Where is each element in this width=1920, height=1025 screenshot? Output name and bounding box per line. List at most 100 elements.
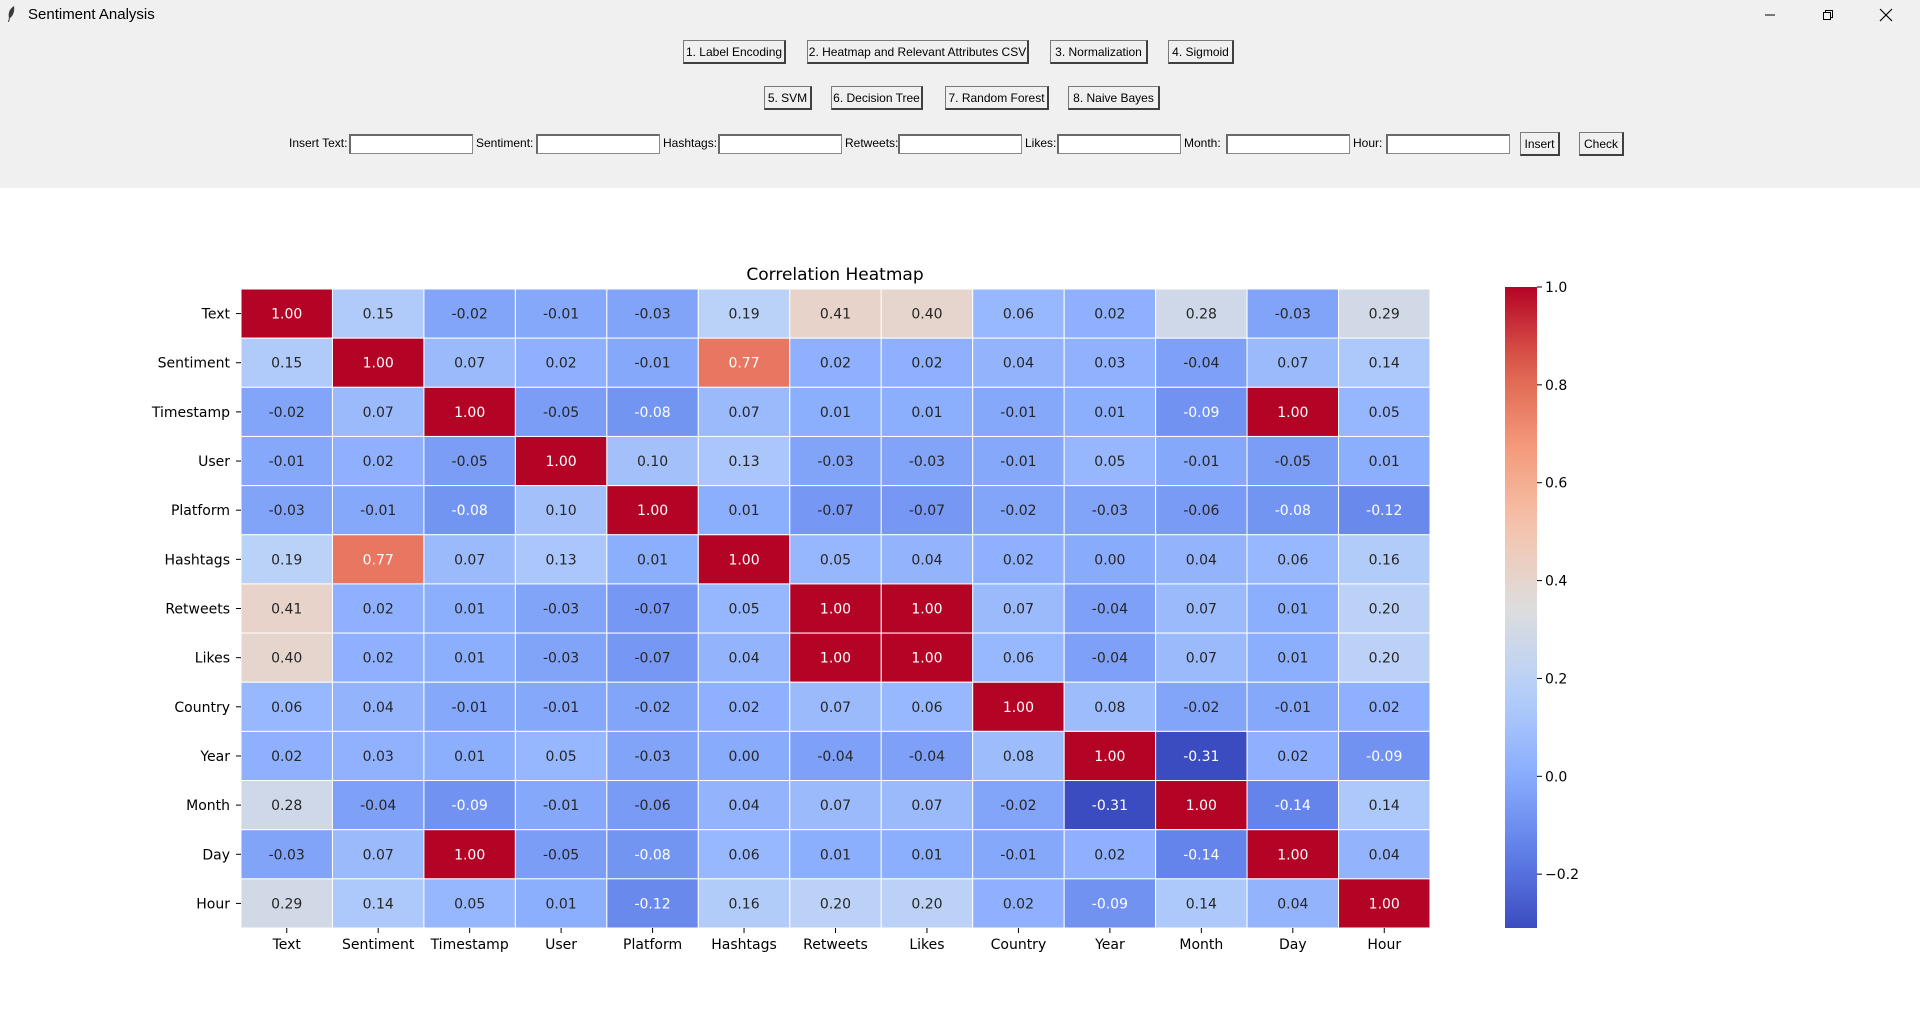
sigmoid-button[interactable]: 4. Sigmoid — [1168, 40, 1234, 64]
decision-tree-button[interactable]: 6. Decision Tree — [831, 86, 923, 110]
cell-value-label: -0.03 — [634, 749, 670, 765]
cell-value-label: 0.05 — [1094, 454, 1125, 470]
heatmap-cell — [606, 435, 699, 487]
heatmap-cell — [1155, 337, 1248, 388]
cell-value-label: 0.06 — [1003, 307, 1034, 323]
cell-value-label: 1.00 — [637, 503, 668, 519]
cell-value-label: -0.05 — [1275, 454, 1311, 470]
heatmap-cell — [1338, 288, 1431, 339]
cell-value-label: -0.01 — [1000, 847, 1036, 863]
cell-value-label: -0.05 — [543, 405, 579, 421]
cell-value-label: 0.02 — [1369, 700, 1400, 716]
heatmap-cell — [423, 829, 516, 880]
heatmap-cell — [514, 730, 608, 782]
heatmap-cell — [972, 288, 1065, 339]
cell-value-label: -0.09 — [1092, 896, 1128, 912]
x-tick-label: Day — [1279, 937, 1307, 953]
cell-value-label: 0.19 — [728, 307, 759, 323]
svm-button[interactable]: 5. SVM — [764, 86, 812, 110]
cell-value-label: 0.14 — [363, 896, 394, 912]
heatmap-cell — [331, 337, 425, 388]
cell-value-label: 0.07 — [1186, 602, 1217, 618]
cell-value-label: 0.00 — [1094, 552, 1125, 568]
naive-bayes-button[interactable]: 8. Naive Bayes — [1068, 86, 1160, 110]
heatmap-cell — [1155, 583, 1248, 634]
cell-value-label: 0.01 — [637, 552, 668, 568]
heatmap-cell — [1338, 337, 1431, 388]
y-tick-label: Timestamp — [151, 405, 230, 421]
heatmap-cell — [789, 829, 882, 880]
cell-value-label: -0.07 — [634, 602, 670, 618]
cell-value-label: -0.14 — [1183, 847, 1219, 863]
cell-value-label: 0.28 — [271, 798, 302, 814]
y-tick-label: Platform — [171, 503, 230, 519]
cell-value-label: -0.01 — [1000, 405, 1036, 421]
cell-value-label: 0.07 — [911, 798, 942, 814]
x-tick-label: Sentiment — [342, 937, 415, 953]
heatmap-cell — [1155, 829, 1248, 880]
restore-button[interactable] — [1800, 0, 1856, 29]
sentiment-input[interactable] — [536, 134, 660, 154]
month-input[interactable] — [1226, 134, 1350, 154]
cell-value-label: 0.10 — [637, 454, 668, 470]
heatmap-cell — [331, 583, 425, 634]
hashtags-label: Hashtags: — [663, 136, 718, 150]
x-tick-label: User — [545, 937, 577, 953]
hour-input[interactable] — [1386, 134, 1510, 154]
cell-value-label: 0.04 — [1277, 896, 1308, 912]
cell-value-label: -0.08 — [634, 405, 670, 421]
retweets-input[interactable] — [898, 134, 1022, 154]
cell-value-label: -0.06 — [634, 798, 670, 814]
heatmap-cell — [1063, 337, 1157, 388]
hashtags-input[interactable] — [718, 134, 842, 154]
colorbar-tick-label: 1.0 — [1545, 280, 1567, 296]
cell-value-label: 0.07 — [363, 847, 394, 863]
cell-value-label: -0.03 — [543, 651, 579, 667]
cell-value-label: 0.07 — [1003, 602, 1034, 618]
likes-input[interactable] — [1057, 134, 1181, 154]
random-forest-button[interactable]: 7. Random Forest — [945, 86, 1049, 110]
cell-value-label: 0.01 — [1094, 405, 1125, 421]
heatmap-cell — [789, 485, 882, 536]
cell-value-label: -0.09 — [1183, 405, 1219, 421]
normalization-button[interactable]: 3. Normalization — [1050, 40, 1148, 64]
y-tick-label: Day — [202, 847, 230, 863]
heatmap-cell — [1155, 730, 1248, 782]
heatmap-cell — [1063, 829, 1157, 880]
heatmap-cell — [972, 730, 1065, 782]
cell-value-label: 0.06 — [911, 700, 942, 716]
minimize-button[interactable] — [1742, 0, 1798, 29]
cell-value-label: 1.00 — [363, 356, 394, 372]
close-button[interactable] — [1858, 0, 1914, 29]
cell-value-label: 0.06 — [1003, 651, 1034, 667]
cell-value-label: -0.02 — [452, 307, 488, 323]
heatmap-cell — [331, 288, 425, 339]
heatmap-cell — [423, 534, 516, 585]
cell-value-label: 0.02 — [1003, 552, 1034, 568]
cell-value-label: 0.40 — [911, 307, 942, 323]
cell-value-label: 1.00 — [454, 847, 485, 863]
cell-value-label: 0.05 — [546, 749, 577, 765]
heatmap-cell — [880, 337, 974, 388]
cell-value-label: 0.02 — [1277, 749, 1308, 765]
cell-value-label: -0.09 — [1366, 749, 1402, 765]
label-encoding-button[interactable]: 1. Label Encoding — [683, 40, 786, 64]
text-input[interactable] — [349, 134, 473, 154]
check-button[interactable]: Check — [1579, 132, 1624, 156]
heatmap-csv-button[interactable]: 2. Heatmap and Relevant Attributes CSV — [807, 40, 1029, 64]
heatmap-cell — [240, 583, 333, 634]
heatmap-cell — [331, 632, 425, 683]
cell-value-label: 0.16 — [1369, 552, 1400, 568]
heatmap-cell — [1246, 534, 1340, 585]
heatmap-cell — [1063, 435, 1157, 487]
insert-button[interactable]: Insert — [1520, 132, 1560, 156]
cell-value-label: 0.04 — [728, 798, 759, 814]
heatmap-cell — [789, 583, 882, 634]
cell-value-label: 0.04 — [1003, 356, 1034, 372]
cell-value-label: 0.13 — [728, 454, 759, 470]
hour-label: Hour: — [1353, 136, 1383, 150]
heatmap-cell — [1155, 681, 1248, 732]
colorbar — [1505, 287, 1537, 928]
colorbar-tick-label: 0.6 — [1545, 476, 1567, 492]
likes-label: Likes: — [1025, 136, 1057, 150]
